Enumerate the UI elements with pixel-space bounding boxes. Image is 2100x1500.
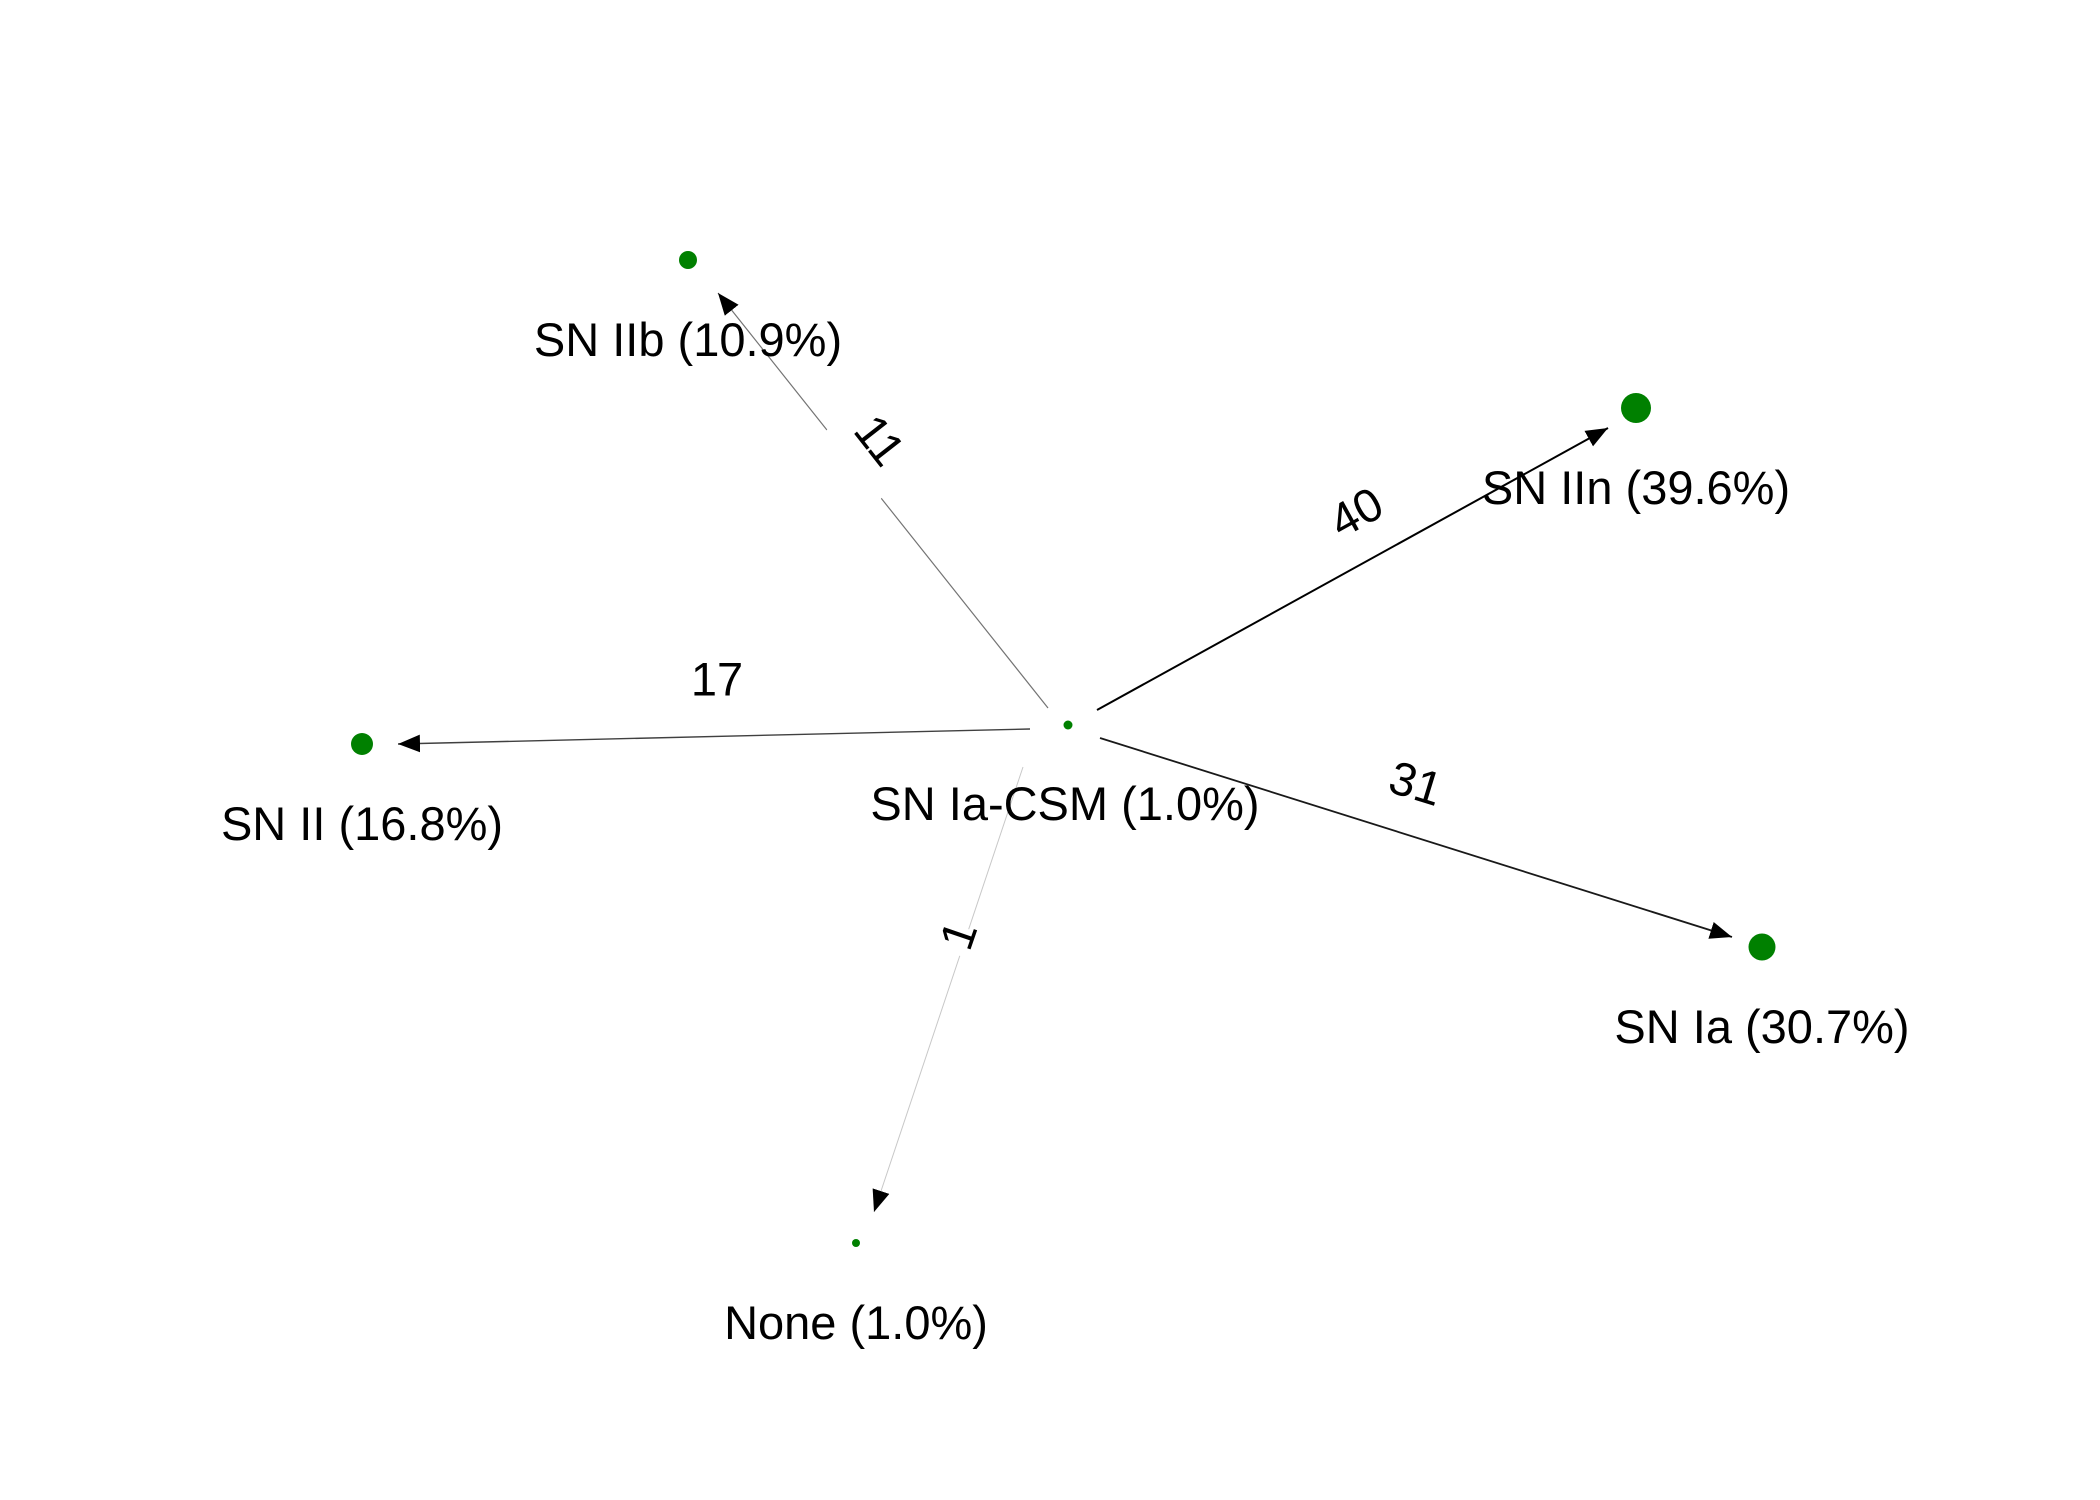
edge-label-ia: 31 [1383,750,1448,816]
node-label-ii: SN II (16.8%) [221,797,503,850]
edge-label-none: 1 [929,914,988,956]
edge-label-ii: 17 [691,653,743,706]
edge-label-backgrounds [812,414,1398,960]
node-iib [679,251,697,269]
edge-label-bg-40 [1312,478,1398,554]
node-label-iin: SN IIn (39.6%) [1482,461,1790,514]
node-label-ia: SN Ia (30.7%) [1614,1000,1909,1053]
node-ia [1748,933,1776,961]
node-labels: SN Ia-CSM (1.0%) SN IIb (10.9%) SN IIn (… [221,313,1910,1349]
node-label-none: None (1.0%) [724,1296,988,1349]
nodes [351,251,1776,1247]
edge-ia-csm-to-none [872,766,1024,1213]
edge-label-bg-1 [927,918,981,960]
edge-ia-csm-to-iin [1096,427,1609,711]
node-ii [351,733,373,755]
node-none [852,1239,860,1247]
edge-ia-csm-to-ii [397,728,1031,753]
edge-ia-csm-to-iib [717,292,1049,709]
edges [397,292,1733,1213]
node-ia-csm [1063,720,1073,730]
edge-labels: 11 40 17 31 1 [691,404,1449,956]
edge-ia-csm-to-ia [1099,737,1733,939]
node-label-ia-csm: SN Ia-CSM (1.0%) [870,777,1259,830]
node-iin [1621,393,1651,423]
node-label-iib: SN IIb (10.9%) [534,313,842,366]
edge-label-bg-11 [812,414,906,501]
